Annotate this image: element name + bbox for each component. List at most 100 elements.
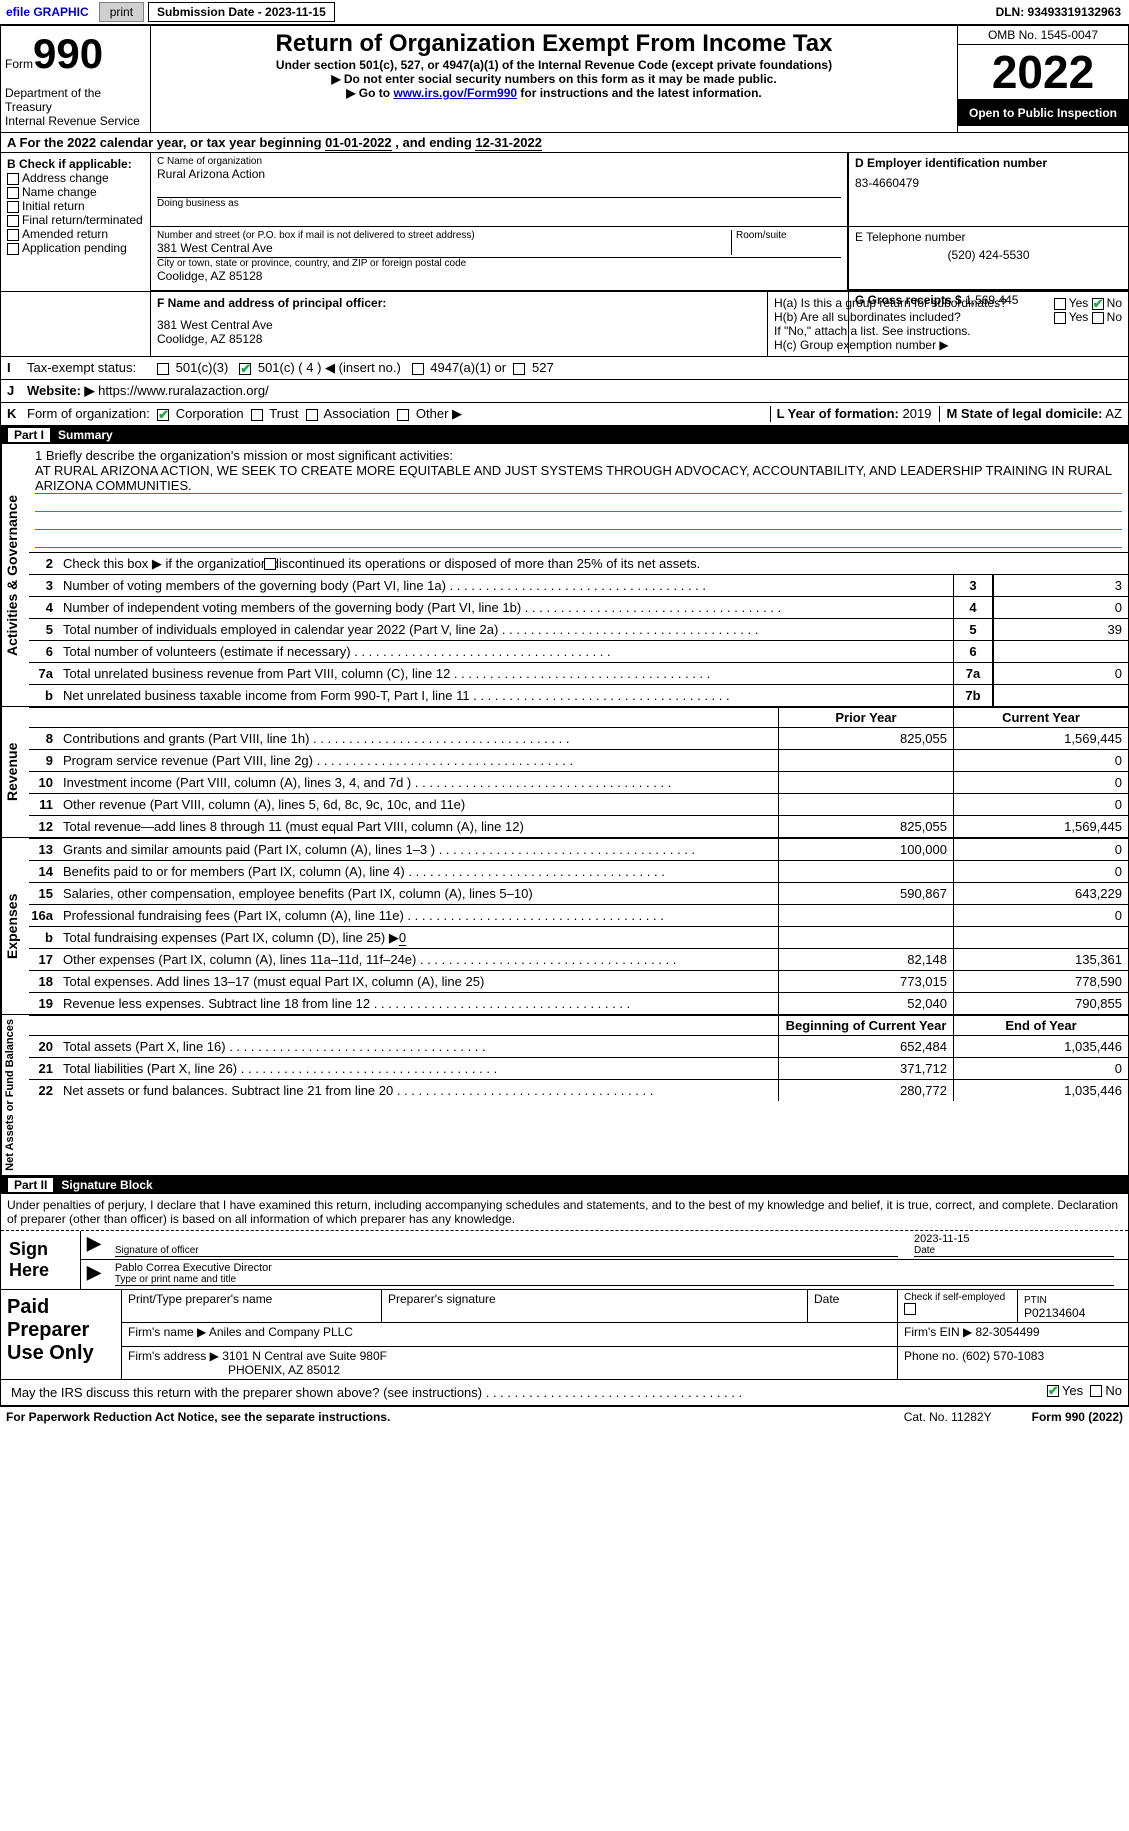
line14-curr: 0 [953,861,1128,882]
line4-desc: Number of independent voting members of … [59,598,953,617]
org-name-label: C Name of organization [157,156,841,167]
year-formation: L Year of formation: 2019 [770,406,932,422]
line18-prior: 773,015 [778,971,953,992]
prior-head: Prior Year [778,708,953,727]
line16a-curr: 0 [953,905,1128,926]
discuss-q: May the IRS discuss this return with the… [7,1383,1047,1402]
k-label: K [7,406,27,422]
mission-q: 1 Briefly describe the organization's mi… [35,448,1122,463]
print-button[interactable]: print [99,2,144,22]
discuss-yn[interactable]: Yes No [1047,1383,1122,1402]
check-pending[interactable]: Application pending [7,241,144,255]
revenue-section: Revenue Prior YearCurrent Year 8Contribu… [0,707,1129,838]
line2-check[interactable] [264,558,276,570]
mission-block: 1 Briefly describe the organization's mi… [29,444,1128,552]
revenue-label: Revenue [1,707,29,837]
form-note2: ▶ Go to www.irs.gov/Form990 for instruct… [157,86,951,100]
line8-prior: 825,055 [778,728,953,749]
line10-desc: Investment income (Part VIII, column (A)… [59,773,778,792]
officer-sig-field[interactable]: Signature of officer [115,1233,898,1257]
check-initial[interactable]: Initial return [7,199,144,213]
ha-yn[interactable]: Yes No [1054,296,1122,310]
declaration-text: Under penalties of perjury, I declare th… [1,1194,1128,1231]
check-assoc[interactable]: Association [306,406,390,422]
line19-prior: 52,040 [778,993,953,1014]
check-address[interactable]: Address change [7,171,144,185]
check-527[interactable]: 527 [513,360,553,376]
preparer-date: Date [808,1290,898,1322]
check-other[interactable]: Other ▶ [397,406,462,422]
line6-val [993,641,1128,662]
line14-desc: Benefits paid to or for members (Part IX… [59,862,778,881]
period-pre: A For the 2022 calendar year, or tax yea… [7,135,325,150]
line13-desc: Grants and similar amounts paid (Part IX… [59,840,778,859]
line12-desc: Total revenue—add lines 8 through 11 (mu… [59,817,778,836]
part1-num: Part I [8,428,50,442]
dln: DLN: 93493319132963 [988,1,1129,23]
date-field: 2023-11-15Date [914,1233,1114,1257]
open-inspection: Open to Public Inspection [958,100,1128,126]
check-501c3[interactable]: 501(c)(3) [157,360,228,376]
box-c: C Name of organization Rural Arizona Act… [151,153,1128,291]
officer-row: F Name and address of principal officer:… [0,292,1129,357]
pra-notice: For Paperwork Reduction Act Notice, see … [6,1410,390,1424]
current-head: Current Year [953,708,1128,727]
line7b-val [993,685,1128,706]
check-trust[interactable]: Trust [251,406,299,422]
expenses-section: Expenses 13Grants and similar amounts pa… [0,838,1129,1015]
line13-curr: 0 [953,839,1128,860]
line5-val: 39 [993,619,1128,640]
line3-val: 3 [993,575,1128,596]
form-title: Return of Organization Exempt From Incom… [157,30,951,58]
line17-curr: 135,361 [953,949,1128,970]
check-corp[interactable]: Corporation [157,406,244,422]
part2-title: Signature Block [61,1178,152,1192]
mission-blank3 [35,530,1122,548]
irs-link[interactable]: www.irs.gov/Form990 [393,86,517,100]
website-value[interactable]: https://www.ruralazaction.org/ [98,383,269,399]
period-mid: , and ending [392,135,476,150]
website-label: Website: ▶ [27,383,95,399]
line9-curr: 0 [953,750,1128,771]
hb-note: If "No," attach a list. See instructions… [774,324,1122,338]
check-name[interactable]: Name change [7,185,144,199]
line20-end: 1,035,446 [953,1036,1128,1057]
line7a-val: 0 [993,663,1128,684]
j-label: J [7,383,27,399]
period-end: 12-31-2022 [475,135,542,151]
form-org-label: Form of organization: [27,406,150,422]
line5-desc: Total number of individuals employed in … [59,620,953,639]
line2-desc: Check this box ▶ if the organization dis… [59,554,1128,574]
efile-link[interactable]: efile GRAPHIC [0,1,95,23]
line17-prior: 82,148 [778,949,953,970]
box-b-label: B Check if applicable: [7,157,144,171]
i-label: I [7,360,27,376]
firm-ein: Firm's EIN ▶ 82-3054499 [898,1323,1128,1346]
line6-desc: Total number of volunteers (estimate if … [59,642,953,661]
check-4947[interactable]: 4947(a)(1) or [412,360,507,376]
line15-prior: 590,867 [778,883,953,904]
form-page: Form 990 (2022) [1032,1410,1123,1424]
hc-label: H(c) Group exemption number ▶ [774,338,1122,352]
firm-name: Firm's name ▶ Aniles and Company PLLC [122,1323,898,1346]
part2-num: Part II [8,1178,53,1192]
header-right: OMB No. 1545-0047 2022 Open to Public In… [958,26,1128,132]
hb-yn[interactable]: Yes No [1054,310,1122,324]
mission-blank2 [35,512,1122,530]
line21-end: 0 [953,1058,1128,1079]
check-501c4[interactable]: 501(c) ( 4 ) ◀ (insert no.) [239,360,401,376]
city-value: Coolidge, AZ 85128 [157,269,841,283]
box-b: B Check if applicable: Address change Na… [1,153,151,291]
footer: For Paperwork Reduction Act Notice, see … [0,1406,1129,1427]
period-begin: 01-01-2022 [325,135,392,151]
expenses-label: Expenses [1,838,29,1014]
org-name: Rural Arizona Action [157,167,841,181]
self-employed-check[interactable]: Check if self-employed [898,1290,1018,1322]
mission-blank1 [35,494,1122,512]
check-amended[interactable]: Amended return [7,227,144,241]
part1-header: Part I Summary [0,426,1129,444]
check-final[interactable]: Final return/terminated [7,213,144,227]
signature-block: Under penalties of perjury, I declare th… [0,1194,1129,1290]
end-head: End of Year [953,1016,1128,1035]
line15-curr: 643,229 [953,883,1128,904]
